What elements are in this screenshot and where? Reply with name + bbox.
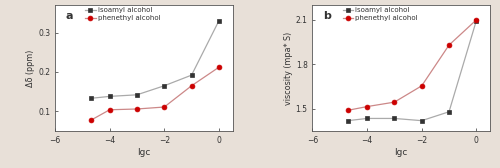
Line: phenethyl alcohol: phenethyl alcohol bbox=[88, 65, 222, 123]
Legend: isoamyl alcohol, phenethyl alcohol: isoamyl alcohol, phenethyl alcohol bbox=[342, 7, 417, 21]
isoamyl alcohol bbox=[474, 20, 480, 22]
Y-axis label: viscosity (mpa* S): viscosity (mpa* S) bbox=[284, 31, 293, 105]
Text: b: b bbox=[323, 11, 331, 21]
isoamyl alcohol bbox=[446, 111, 452, 113]
phenethyl alcohol bbox=[88, 119, 94, 121]
Y-axis label: Δδ (ppm): Δδ (ppm) bbox=[26, 49, 35, 87]
Line: isoamyl alcohol: isoamyl alcohol bbox=[346, 18, 479, 123]
Line: phenethyl alcohol: phenethyl alcohol bbox=[346, 17, 479, 113]
isoamyl alcohol bbox=[106, 95, 112, 97]
Line: isoamyl alcohol: isoamyl alcohol bbox=[88, 18, 222, 101]
isoamyl alcohol bbox=[418, 120, 424, 122]
phenethyl alcohol bbox=[162, 106, 168, 108]
phenethyl alcohol bbox=[106, 109, 112, 111]
X-axis label: lgc: lgc bbox=[394, 148, 408, 157]
phenethyl alcohol bbox=[418, 85, 424, 87]
isoamyl alcohol bbox=[345, 120, 351, 122]
phenethyl alcohol bbox=[134, 108, 140, 110]
phenethyl alcohol bbox=[392, 101, 398, 103]
phenethyl alcohol bbox=[345, 109, 351, 111]
isoamyl alcohol bbox=[134, 94, 140, 96]
phenethyl alcohol bbox=[216, 66, 222, 68]
phenethyl alcohol bbox=[188, 85, 194, 87]
isoamyl alcohol bbox=[392, 117, 398, 119]
X-axis label: lgc: lgc bbox=[137, 148, 150, 157]
isoamyl alcohol bbox=[88, 97, 94, 99]
isoamyl alcohol bbox=[162, 85, 168, 87]
isoamyl alcohol bbox=[364, 117, 370, 119]
Legend: isoamyl alcohol, phenethyl alcohol: isoamyl alcohol, phenethyl alcohol bbox=[85, 7, 160, 21]
Text: a: a bbox=[66, 11, 73, 21]
phenethyl alcohol bbox=[446, 44, 452, 46]
phenethyl alcohol bbox=[474, 19, 480, 21]
isoamyl alcohol bbox=[188, 74, 194, 76]
isoamyl alcohol bbox=[216, 20, 222, 22]
phenethyl alcohol bbox=[364, 106, 370, 108]
